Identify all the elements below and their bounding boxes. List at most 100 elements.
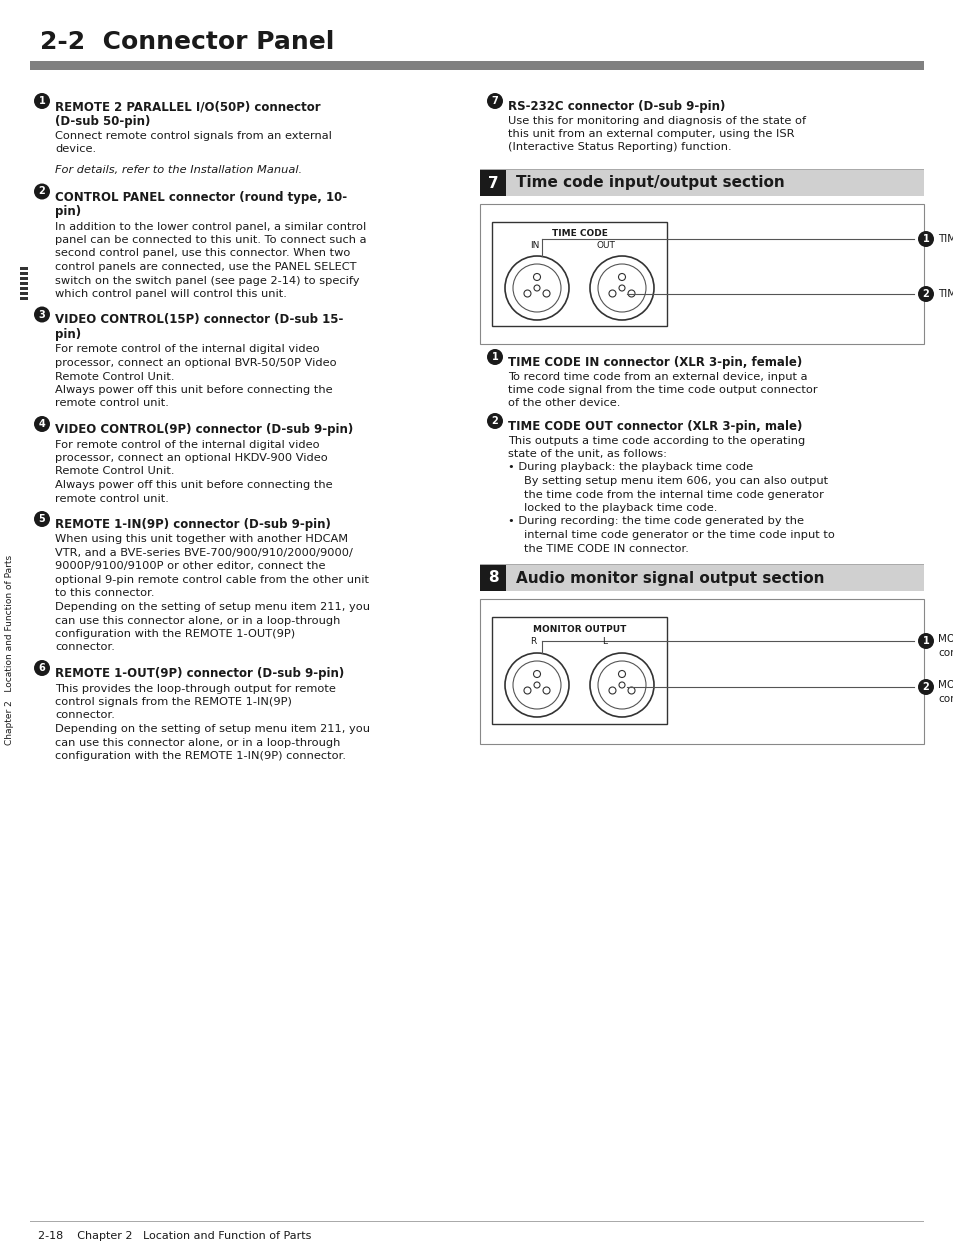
Text: which control panel will control this unit.: which control panel will control this un… <box>55 289 287 299</box>
Circle shape <box>34 306 50 322</box>
Text: For details, refer to the Installation Manual.: For details, refer to the Installation M… <box>55 165 302 175</box>
Circle shape <box>486 93 502 109</box>
Text: Remote Control Unit.: Remote Control Unit. <box>55 466 174 476</box>
Text: CONTROL PANEL connector (round type, 10-: CONTROL PANEL connector (round type, 10- <box>55 190 347 204</box>
Circle shape <box>589 256 654 320</box>
Text: Time code input/output section: Time code input/output section <box>516 175 784 190</box>
Bar <box>479 170 505 197</box>
Text: 2-2  Connector Panel: 2-2 Connector Panel <box>40 30 334 53</box>
Circle shape <box>504 653 568 717</box>
Text: panel can be connected to this unit. To connect such a: panel can be connected to this unit. To … <box>55 235 366 245</box>
Bar <box>505 170 923 197</box>
Text: 7: 7 <box>487 175 497 190</box>
Text: 8: 8 <box>487 571 497 586</box>
Text: pin): pin) <box>55 205 81 218</box>
Text: locked to the playback time code.: locked to the playback time code. <box>523 503 717 513</box>
Text: IN: IN <box>530 241 538 250</box>
Text: TIME CODE OUT connector (XLR 3-pin, male): TIME CODE OUT connector (XLR 3-pin, male… <box>507 420 801 433</box>
Text: connector: connector <box>937 648 953 658</box>
Text: Depending on the setting of setup menu item 211, you: Depending on the setting of setup menu i… <box>55 602 370 612</box>
Text: L: L <box>601 637 606 647</box>
Circle shape <box>504 256 568 320</box>
Text: To record time code from an external device, input a: To record time code from an external dev… <box>507 372 806 382</box>
Text: This provides the loop-through output for remote: This provides the loop-through output fo… <box>55 683 335 693</box>
Text: connector: connector <box>937 694 953 704</box>
Circle shape <box>486 350 502 364</box>
Text: to this connector.: to this connector. <box>55 588 154 598</box>
Text: state of the unit, as follows:: state of the unit, as follows: <box>507 449 666 459</box>
Text: R: R <box>530 637 536 647</box>
Text: device.: device. <box>55 144 96 154</box>
Circle shape <box>534 682 539 688</box>
Bar <box>492 617 666 724</box>
Circle shape <box>618 285 624 291</box>
Text: OUT: OUT <box>597 241 616 250</box>
Circle shape <box>534 285 539 291</box>
Circle shape <box>523 290 531 297</box>
Text: RS-232C connector (D-sub 9-pin): RS-232C connector (D-sub 9-pin) <box>507 100 724 113</box>
Text: 1: 1 <box>38 96 46 106</box>
Text: connector.: connector. <box>55 710 114 720</box>
Text: time code signal from the time code output connector: time code signal from the time code outp… <box>507 384 817 396</box>
Text: 9000P/9100/9100P or other editor, connect the: 9000P/9100/9100P or other editor, connec… <box>55 561 325 571</box>
Circle shape <box>34 184 50 199</box>
Text: MONITOR OUTPUT R: MONITOR OUTPUT R <box>937 634 953 644</box>
Text: 4: 4 <box>38 419 46 429</box>
Text: This outputs a time code according to the operating: This outputs a time code according to th… <box>507 435 804 445</box>
Bar <box>30 61 923 70</box>
Bar <box>20 282 28 285</box>
Circle shape <box>608 687 616 694</box>
Text: TIME CODE IN connector: TIME CODE IN connector <box>937 234 953 244</box>
Text: MONITOR OUTPUT: MONITOR OUTPUT <box>533 624 625 633</box>
Circle shape <box>34 415 50 432</box>
Text: 2: 2 <box>38 187 46 197</box>
Text: 3: 3 <box>38 310 46 320</box>
Text: pin): pin) <box>55 328 81 341</box>
Text: By setting setup menu item 606, you can also output: By setting setup menu item 606, you can … <box>523 476 827 486</box>
Text: Connect remote control signals from an external: Connect remote control signals from an e… <box>55 131 332 141</box>
Text: processor, connect an optional BVR-50/50P Video: processor, connect an optional BVR-50/50… <box>55 358 336 368</box>
Text: When using this unit together with another HDCAM: When using this unit together with anoth… <box>55 535 348 545</box>
Text: 2: 2 <box>491 415 497 425</box>
Circle shape <box>34 661 50 675</box>
Bar <box>479 600 923 744</box>
Bar <box>20 277 28 280</box>
Text: • During playback: the playback time code: • During playback: the playback time cod… <box>507 463 752 473</box>
Circle shape <box>486 413 502 429</box>
Text: switch on the switch panel (see page 2-14) to specify: switch on the switch panel (see page 2-1… <box>55 275 359 286</box>
Text: REMOTE 1-IN(9P) connector (D-sub 9-pin): REMOTE 1-IN(9P) connector (D-sub 9-pin) <box>55 518 331 531</box>
Circle shape <box>513 661 560 709</box>
Bar <box>20 297 28 300</box>
Text: 7: 7 <box>491 96 497 106</box>
Bar <box>492 221 666 326</box>
Text: the time code from the internal time code generator: the time code from the internal time cod… <box>523 489 823 500</box>
Text: MONITOR OUTPUT L: MONITOR OUTPUT L <box>937 680 953 690</box>
Text: (Interactive Status Reporting) function.: (Interactive Status Reporting) function. <box>507 143 731 153</box>
Text: remote control unit.: remote control unit. <box>55 494 169 504</box>
Text: can use this connector alone, or in a loop-through: can use this connector alone, or in a lo… <box>55 738 340 748</box>
Text: 6: 6 <box>38 663 46 673</box>
Text: VIDEO CONTROL(15P) connector (D-sub 15-: VIDEO CONTROL(15P) connector (D-sub 15- <box>55 313 343 326</box>
Bar <box>505 565 923 591</box>
Text: 1: 1 <box>922 234 928 244</box>
Text: control panels are connected, use the PANEL SELECT: control panels are connected, use the PA… <box>55 262 356 272</box>
Text: TIME CODE: TIME CODE <box>551 229 607 239</box>
Text: Use this for monitoring and diagnosis of the state of: Use this for monitoring and diagnosis of… <box>507 116 805 126</box>
Text: Always power off this unit before connecting the: Always power off this unit before connec… <box>55 480 333 490</box>
Text: configuration with the REMOTE 1-IN(9P) connector.: configuration with the REMOTE 1-IN(9P) c… <box>55 751 346 761</box>
Bar <box>479 204 923 345</box>
Text: remote control unit.: remote control unit. <box>55 398 169 408</box>
Text: For remote control of the internal digital video: For remote control of the internal digit… <box>55 439 319 449</box>
Text: the TIME CODE IN connector.: the TIME CODE IN connector. <box>523 544 688 554</box>
Text: Depending on the setting of setup menu item 211, you: Depending on the setting of setup menu i… <box>55 724 370 734</box>
Circle shape <box>523 687 531 694</box>
Circle shape <box>917 286 933 302</box>
Circle shape <box>598 264 645 312</box>
Text: can use this connector alone, or in a loop-through: can use this connector alone, or in a lo… <box>55 616 340 626</box>
Text: 2-18    Chapter 2   Location and Function of Parts: 2-18 Chapter 2 Location and Function of … <box>38 1232 311 1242</box>
Text: this unit from an external computer, using the ISR: this unit from an external computer, usi… <box>507 129 794 139</box>
Circle shape <box>598 661 645 709</box>
Circle shape <box>627 290 635 297</box>
Bar <box>20 272 28 275</box>
Circle shape <box>533 671 540 678</box>
